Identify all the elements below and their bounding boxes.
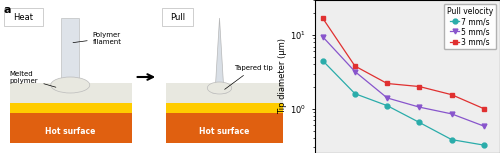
Text: Tapered tip: Tapered tip [224, 65, 273, 89]
3 mm/s [481, 108, 487, 110]
7 mm/s [416, 121, 422, 123]
Y-axis label: Tip diameter (µm): Tip diameter (µm) [278, 39, 287, 114]
Legend: 7 mm/s, 5 mm/s, 3 mm/s: 7 mm/s, 5 mm/s, 3 mm/s [444, 4, 496, 49]
Ellipse shape [208, 82, 232, 94]
Polygon shape [212, 18, 226, 93]
FancyBboxPatch shape [166, 83, 283, 103]
3 mm/s [448, 94, 454, 96]
5 mm/s [384, 97, 390, 99]
FancyBboxPatch shape [4, 8, 43, 26]
5 mm/s [320, 36, 326, 38]
Text: a: a [4, 5, 12, 15]
FancyBboxPatch shape [10, 103, 132, 113]
5 mm/s [416, 106, 422, 108]
7 mm/s [384, 105, 390, 107]
Line: 7 mm/s: 7 mm/s [320, 58, 486, 147]
FancyBboxPatch shape [166, 113, 283, 143]
Text: Polymer
filament: Polymer filament [73, 32, 122, 45]
FancyBboxPatch shape [10, 83, 132, 103]
Line: 5 mm/s: 5 mm/s [320, 34, 486, 129]
5 mm/s [352, 71, 358, 72]
FancyBboxPatch shape [10, 113, 132, 143]
3 mm/s [384, 83, 390, 84]
FancyBboxPatch shape [162, 8, 193, 26]
FancyBboxPatch shape [166, 103, 283, 113]
Text: Pull: Pull [170, 13, 185, 22]
7 mm/s [320, 60, 326, 62]
Line: 3 mm/s: 3 mm/s [320, 16, 486, 111]
Text: Melted
polymer: Melted polymer [10, 71, 56, 87]
7 mm/s [352, 93, 358, 95]
3 mm/s [352, 65, 358, 67]
FancyBboxPatch shape [62, 18, 79, 83]
7 mm/s [448, 139, 454, 141]
5 mm/s [448, 113, 454, 115]
3 mm/s [320, 17, 326, 19]
3 mm/s [416, 86, 422, 88]
Text: Hot surface: Hot surface [199, 127, 250, 136]
Text: Heat: Heat [14, 13, 34, 22]
7 mm/s [481, 144, 487, 146]
Ellipse shape [50, 77, 90, 93]
5 mm/s [481, 125, 487, 127]
Text: Hot surface: Hot surface [45, 127, 96, 136]
